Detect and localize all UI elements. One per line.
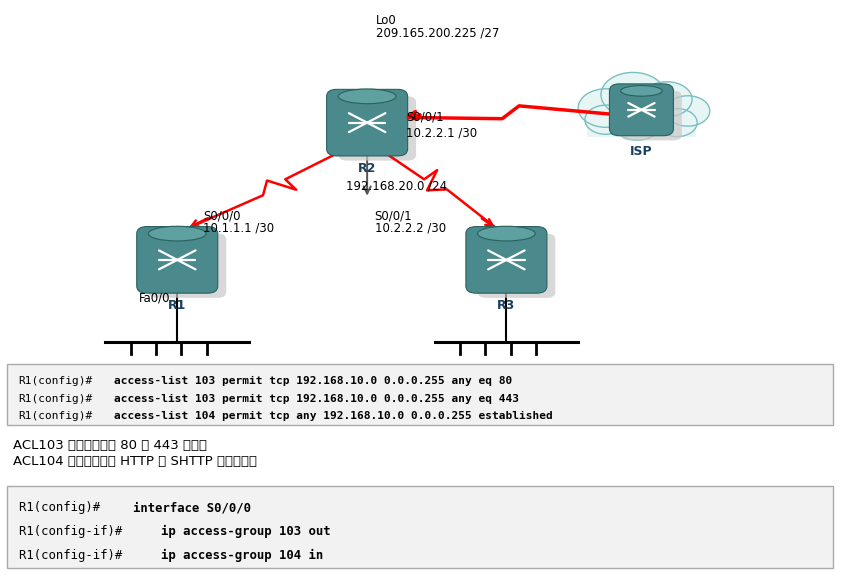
Circle shape (601, 72, 665, 117)
Circle shape (657, 109, 697, 137)
Text: 192.168.10.0 /24: 192.168.10.0 /24 (160, 367, 279, 380)
Text: ip access-group 104 in: ip access-group 104 in (161, 549, 323, 562)
FancyBboxPatch shape (587, 120, 696, 137)
Text: R1(config)#: R1(config)# (19, 377, 93, 387)
Text: S0/0/1: S0/0/1 (375, 210, 413, 223)
Text: ACL104 允许已建立的 HTTP 和 SHTTP 连接的应答: ACL104 允许已建立的 HTTP 和 SHTTP 连接的应答 (13, 455, 257, 468)
Ellipse shape (338, 89, 396, 104)
Text: R1(config-if)#: R1(config-if)# (19, 549, 129, 562)
Text: S0/0/1: S0/0/1 (406, 110, 444, 123)
Text: R1(config)#: R1(config)# (19, 501, 107, 515)
FancyBboxPatch shape (338, 96, 416, 161)
Text: 192.168.11.0 /24: 192.168.11.0 /24 (490, 367, 609, 380)
Text: 10.1.1.1 /30: 10.1.1.1 /30 (203, 221, 274, 234)
Text: R1(config)#: R1(config)# (19, 394, 93, 404)
Text: access-list 103 permit tcp 192.168.10.0 0.0.0.255 any eq 443: access-list 103 permit tcp 192.168.10.0 … (115, 394, 519, 404)
Text: access-list 104 permit tcp any 192.168.10.0 0.0.0.255 established: access-list 104 permit tcp any 192.168.1… (115, 411, 553, 420)
Ellipse shape (620, 86, 663, 96)
Circle shape (585, 105, 627, 134)
Circle shape (641, 82, 692, 117)
FancyBboxPatch shape (7, 364, 833, 425)
FancyBboxPatch shape (137, 227, 218, 293)
FancyBboxPatch shape (478, 234, 555, 298)
Circle shape (614, 107, 661, 140)
Text: S0/0/0: S0/0/0 (203, 210, 241, 223)
Text: 192.168.20.0 /24: 192.168.20.0 /24 (346, 179, 447, 192)
FancyBboxPatch shape (327, 89, 408, 156)
FancyBboxPatch shape (7, 486, 833, 568)
Text: 10.2.2.1 /30: 10.2.2.1 /30 (406, 127, 477, 140)
Text: ip access-group 103 out: ip access-group 103 out (161, 525, 331, 538)
Text: access-list 103 permit tcp 192.168.10.0 0.0.0.255 any eq 80: access-list 103 permit tcp 192.168.10.0 … (115, 377, 512, 387)
Text: R2: R2 (358, 162, 376, 175)
FancyBboxPatch shape (149, 234, 226, 298)
Circle shape (666, 96, 710, 126)
Text: R1(config-if)#: R1(config-if)# (19, 525, 129, 538)
Ellipse shape (149, 226, 206, 241)
Text: interface S0/0/0: interface S0/0/0 (133, 501, 251, 515)
FancyBboxPatch shape (609, 84, 674, 135)
Text: R3: R3 (497, 299, 516, 312)
Text: ISP: ISP (630, 145, 652, 158)
Text: ACL103 允许发往端口 80 和 443 的请求: ACL103 允许发往端口 80 和 443 的请求 (13, 439, 207, 452)
Text: R1: R1 (168, 299, 187, 312)
Text: 209.165.200.225 /27: 209.165.200.225 /27 (376, 26, 499, 39)
Ellipse shape (478, 226, 535, 241)
Circle shape (578, 89, 634, 127)
Text: R1(config)#: R1(config)# (19, 411, 93, 420)
FancyBboxPatch shape (466, 227, 547, 293)
Text: 10.2.2.2 /30: 10.2.2.2 /30 (375, 221, 446, 234)
Text: Fa0/0: Fa0/0 (138, 291, 170, 304)
FancyBboxPatch shape (621, 91, 682, 140)
Text: Lo0: Lo0 (376, 14, 397, 27)
